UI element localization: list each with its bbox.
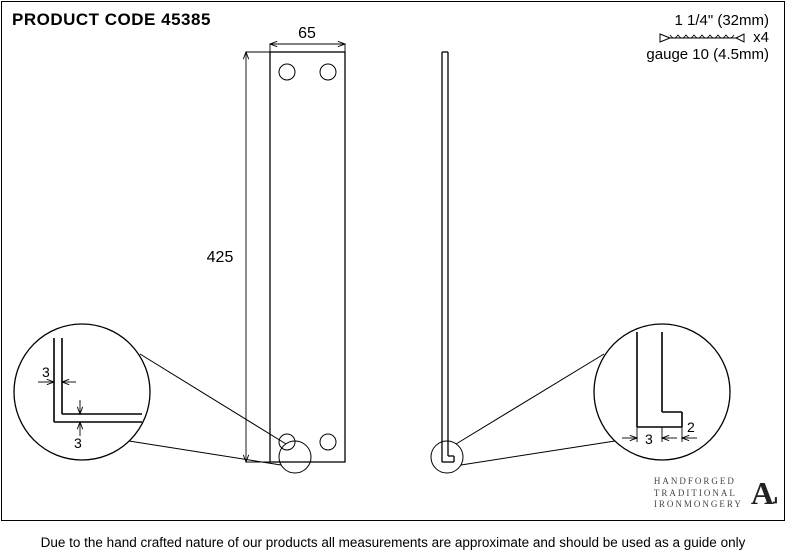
- detail-right-dim-b: 2: [687, 419, 695, 435]
- dim-width: 65: [270, 25, 345, 52]
- brand-line1: HANDFORGED: [654, 476, 743, 488]
- brand-line3: IRONMONGERY: [654, 499, 743, 511]
- brand-logo: A ⸥: [751, 475, 774, 512]
- drawing-frame: PRODUCT CODE 45385 1 1/4" (32mm) x4 gaug…: [1, 1, 785, 521]
- technical-drawing: 65 425 3: [2, 2, 786, 520]
- dim-height-value: 425: [207, 249, 234, 266]
- brand-line2: TRADITIONAL: [654, 488, 743, 500]
- dim-width-value: 65: [298, 25, 316, 42]
- brand-mark: HANDFORGED TRADITIONAL IRONMONGERY A ⸥: [654, 475, 774, 512]
- detail-left: 3 3: [14, 324, 311, 473]
- detail-right-dim-a: 3: [645, 431, 653, 447]
- front-view: [270, 52, 345, 462]
- detail-right: 3 2: [431, 324, 730, 473]
- side-view: [442, 52, 454, 462]
- disclaimer: Due to the hand crafted nature of our pr…: [0, 535, 786, 550]
- detail-left-dim-v: 3: [74, 435, 82, 451]
- detail-left-dim-h: 3: [42, 364, 50, 380]
